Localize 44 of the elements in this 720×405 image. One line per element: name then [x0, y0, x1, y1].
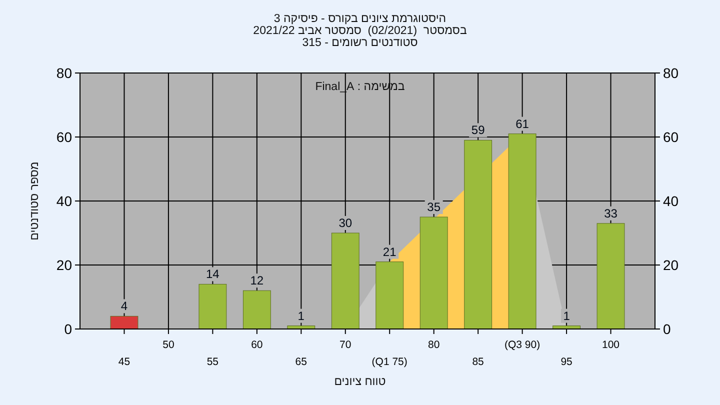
bar [331, 232, 360, 330]
data-label: 14 [206, 267, 220, 282]
bar [420, 216, 448, 330]
y-tick-label: 20 [56, 257, 72, 273]
x-tick-label: (Q3 90) [504, 339, 540, 351]
y-tick-label: 80 [56, 65, 72, 81]
data-label: 30 [338, 216, 352, 230]
data-label: 4 [120, 299, 128, 314]
y2-tick-label: 60 [663, 129, 679, 145]
y-tick-label: 40 [56, 193, 72, 209]
x-tick-label: 100 [602, 339, 620, 351]
x-tick-label: 60 [251, 339, 263, 351]
chart-subtitle: בסמסטר (02/2021) סמסטר אביב 2021/22 סטודנטים רשומים - 315 [253, 25, 467, 49]
bar [596, 223, 625, 330]
x-tick-label: 65 [295, 356, 308, 368]
bar [242, 290, 271, 330]
x-tick-label: (Q1 75) [372, 356, 408, 368]
y-tick-label: 60 [56, 129, 72, 145]
data-label: 1 [298, 308, 305, 323]
x-tick-label: 70 [340, 339, 352, 351]
x-tick-label: 85 [472, 356, 484, 368]
data-label: 59 [471, 123, 486, 138]
x-tick-label: 45 [118, 356, 130, 368]
y2-tick-label: 20 [663, 257, 679, 273]
y2-tick-label: 40 [663, 193, 679, 209]
x-axis-title: טווח ציונים [334, 376, 386, 388]
x-tick-label: 95 [560, 356, 573, 368]
y2-tick-label: 0 [663, 321, 671, 337]
y-tick-label: 0 [64, 321, 72, 337]
bar [464, 140, 492, 330]
data-label: 12 [250, 274, 264, 288]
data-label: 35 [427, 200, 441, 214]
bar [198, 284, 227, 330]
x-tick-label: 50 [162, 339, 174, 351]
data-label: 21 [382, 244, 397, 259]
data-label: 33 [604, 206, 618, 220]
data-label: 61 [516, 116, 530, 131]
chart-title: היסטוגרמת ציונים בקורס - פיסיקה 3 [274, 13, 446, 25]
y2-tick-label: 80 [663, 65, 679, 81]
bar [110, 316, 138, 330]
x-tick-label: 55 [206, 356, 219, 368]
y-axis-title: מספר סטודנטים [29, 162, 41, 240]
x-tick-label: 80 [428, 339, 440, 351]
data-label: 1 [563, 308, 570, 323]
